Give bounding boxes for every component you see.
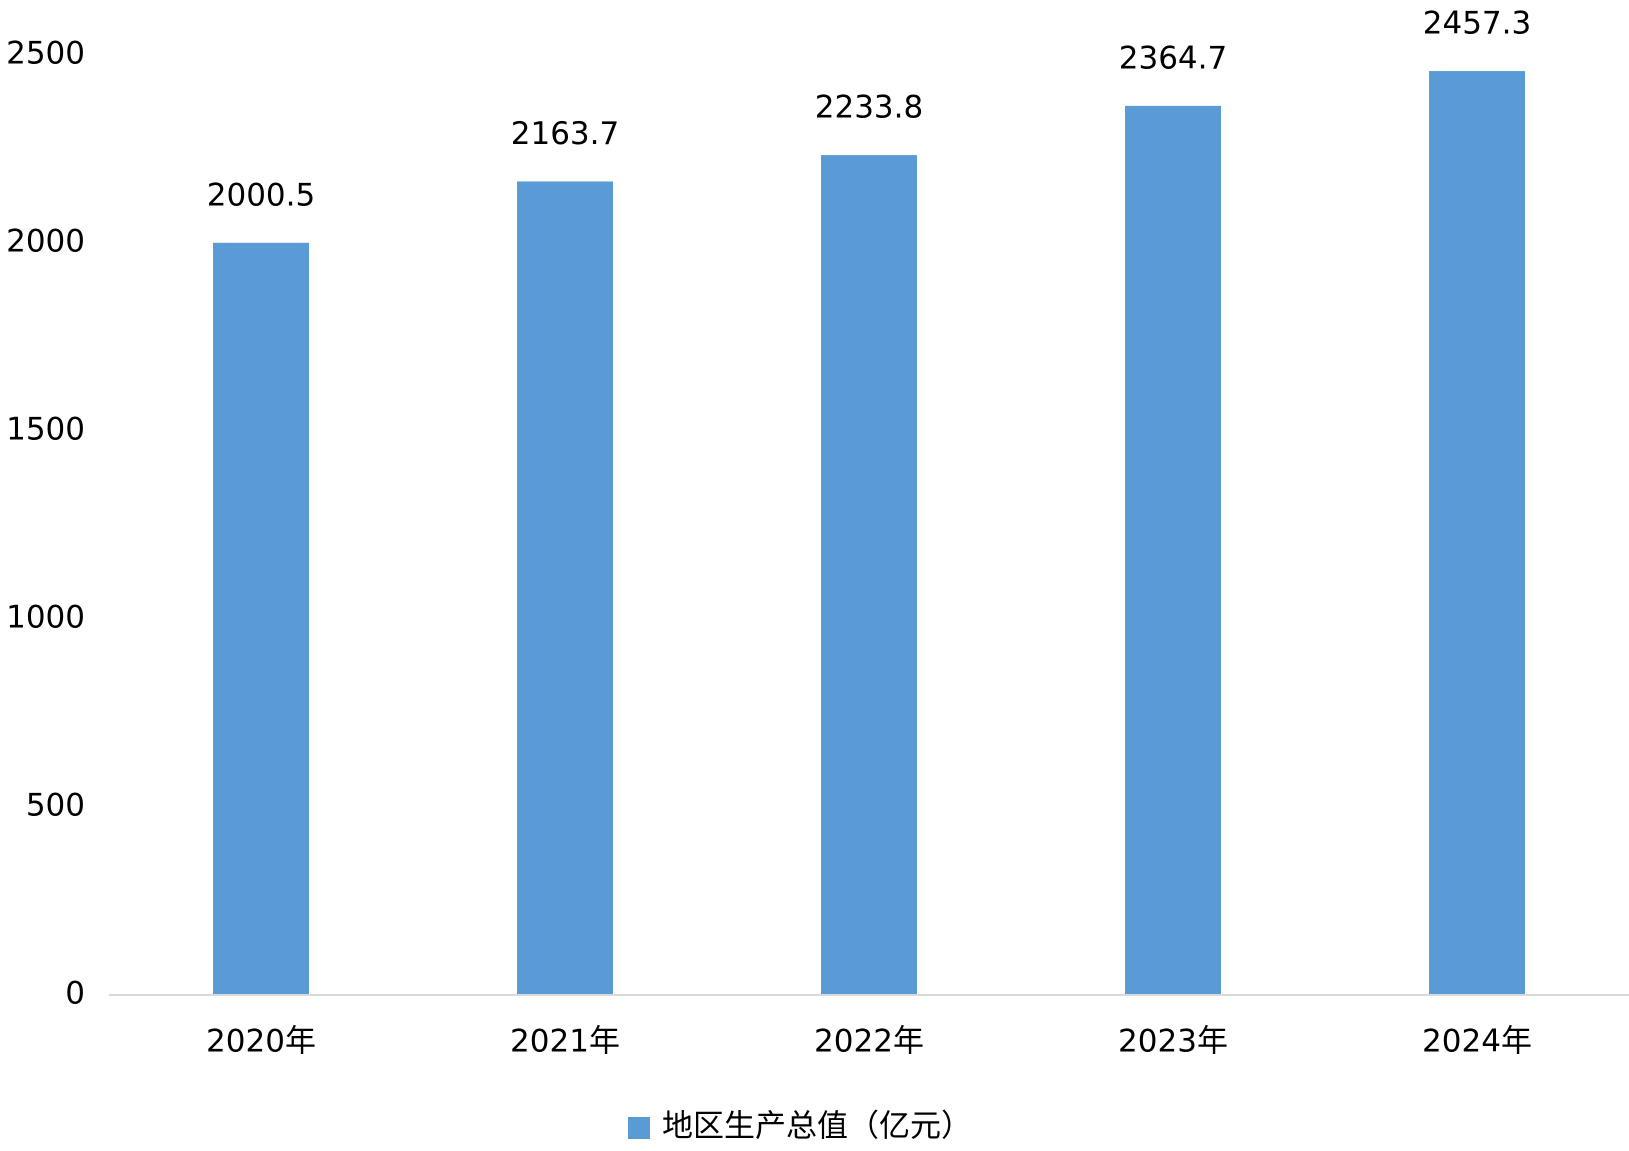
- legend-label: 地区生产总值（亿元）: [662, 1109, 972, 1145]
- data-label: 2364.7: [1119, 40, 1227, 76]
- data-label: 2233.8: [815, 90, 923, 126]
- y-tick-label: 0: [65, 976, 85, 1012]
- y-tick-label: 2000: [6, 224, 85, 260]
- x-tick-label: 2021年: [510, 1024, 620, 1060]
- bar: [1429, 71, 1525, 996]
- x-tick-label: 2024年: [1422, 1024, 1532, 1060]
- x-tick-label: 2023年: [1118, 1024, 1228, 1060]
- x-tick-label: 2020年: [206, 1024, 316, 1060]
- y-tick-label: 1500: [6, 412, 85, 448]
- bar: [821, 155, 917, 996]
- data-label: 2000.5: [207, 177, 315, 213]
- y-tick-label: 1000: [6, 600, 85, 636]
- bar: [213, 242, 309, 995]
- bar: [517, 181, 613, 996]
- legend-swatch: [628, 1117, 650, 1139]
- x-tick-label: 2022年: [814, 1024, 924, 1060]
- y-tick-label: 500: [26, 788, 85, 824]
- data-label: 2163.7: [511, 116, 619, 152]
- y-tick-label: 2500: [6, 36, 85, 72]
- bar: [1125, 105, 1221, 995]
- data-label: 2457.3: [1423, 6, 1531, 42]
